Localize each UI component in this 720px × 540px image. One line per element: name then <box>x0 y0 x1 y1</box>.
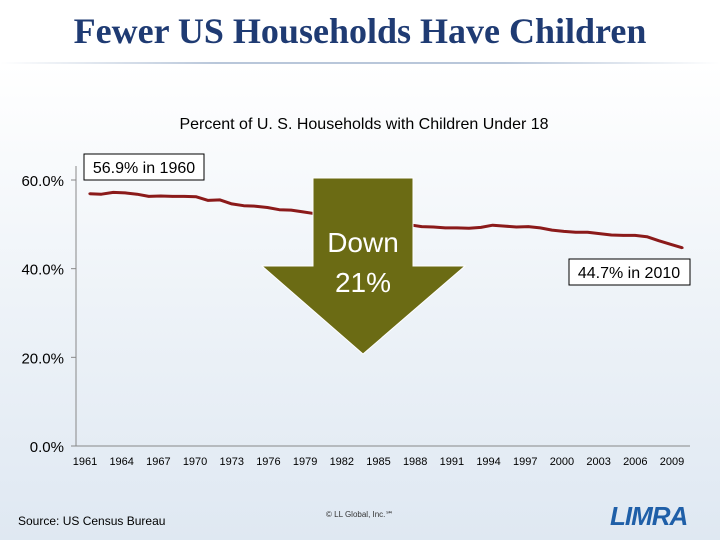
x-tick-label: 1994 <box>476 456 500 468</box>
data-point <box>195 195 198 199</box>
data-point <box>491 224 494 227</box>
data-point <box>88 192 91 195</box>
data-point <box>301 210 305 214</box>
title-divider <box>0 62 720 64</box>
data-point <box>278 208 281 211</box>
y-tick-label: 20.0% <box>21 350 64 367</box>
data-point <box>254 204 257 208</box>
x-tick-label: 1970 <box>183 456 207 468</box>
copyright-note: © LL Global, Inc.℠ <box>326 510 394 519</box>
data-point <box>171 195 174 198</box>
data-point <box>586 231 589 234</box>
x-tick-label: 1973 <box>220 456 244 468</box>
limra-logo-text: LIMRA <box>610 501 687 530</box>
data-point <box>266 206 269 209</box>
data-point <box>159 194 162 198</box>
x-tick-label: 1964 <box>109 456 133 468</box>
y-tick-label: 40.0% <box>21 262 64 279</box>
data-point <box>479 226 483 229</box>
start-value-callout-box <box>83 153 205 181</box>
data-point <box>467 227 471 230</box>
line-chart: Percent of U. S. Households with Childre… <box>21 116 691 468</box>
data-point <box>515 225 518 229</box>
x-tick-label: 2000 <box>550 456 574 468</box>
data-point <box>669 243 672 246</box>
end-value-callout-box <box>568 258 691 286</box>
data-point <box>218 198 222 202</box>
x-tick-label: 1991 <box>440 456 464 468</box>
data-point <box>100 192 103 196</box>
data-point <box>538 226 542 230</box>
data-point <box>444 226 447 230</box>
end-value-callout-text: 44.7% in 2010 <box>578 265 680 282</box>
data-point <box>681 246 684 250</box>
data-point <box>621 234 625 237</box>
y-tick-label: 0.0% <box>30 439 64 456</box>
data-point <box>135 192 139 196</box>
y-axis: 0.0% 20.0% 40.0% 60.0% <box>21 166 77 456</box>
x-tick-label: 1985 <box>366 456 390 468</box>
data-point <box>574 231 577 234</box>
limra-logo: LIMRA <box>610 501 688 530</box>
x-tick-label: 1961 <box>73 456 97 468</box>
decline-arrow-shape <box>260 177 467 355</box>
data-point <box>420 225 423 228</box>
data-point <box>147 195 151 198</box>
data-point <box>527 225 530 228</box>
x-tick-label: 2009 <box>660 456 684 468</box>
x-tick-label: 2003 <box>586 456 610 468</box>
slide-title: Fewer US Households Have Children <box>73 11 647 51</box>
decline-arrow-text-line2: 21% <box>335 267 391 298</box>
x-tick-label: 1967 <box>146 456 170 468</box>
data-point <box>645 235 649 238</box>
data-point <box>633 234 637 237</box>
x-axis: 1961 1964 1967 1970 1973 1976 1979 1982 1985 1988… <box>73 445 690 468</box>
decline-arrow: Down 21% <box>260 177 467 355</box>
data-point <box>598 232 601 235</box>
data-point <box>242 204 245 207</box>
data-point <box>562 230 566 233</box>
data-point <box>610 233 613 237</box>
data-point <box>183 195 186 198</box>
data-point <box>432 225 435 229</box>
data-point <box>455 226 459 230</box>
x-tick-label: 1982 <box>330 456 354 468</box>
source-note: Source: US Census Bureau <box>18 514 166 528</box>
decline-arrow-text-line1: Down <box>327 227 399 258</box>
data-point <box>112 191 115 194</box>
data-point <box>289 208 293 212</box>
data-point <box>657 239 660 242</box>
start-value-callout: 56.9% in 1960 <box>83 153 205 181</box>
data-point <box>550 228 554 232</box>
y-tick-label: 60.0% <box>21 173 64 190</box>
data-point <box>230 202 234 206</box>
x-tick-label: 1988 <box>403 456 427 468</box>
chart-title: Percent of U. S. Households with Childre… <box>179 116 548 133</box>
data-point <box>206 199 210 202</box>
x-tick-label: 2006 <box>623 456 647 468</box>
end-value-callout: 44.7% in 2010 <box>568 258 691 286</box>
start-value-callout-text: 56.9% in 1960 <box>93 160 195 177</box>
x-tick-label: 1976 <box>256 456 280 468</box>
x-tick-label: 1997 <box>513 456 537 468</box>
data-point <box>503 224 506 228</box>
x-tick-label: 1979 <box>293 456 317 468</box>
data-point <box>123 191 127 195</box>
